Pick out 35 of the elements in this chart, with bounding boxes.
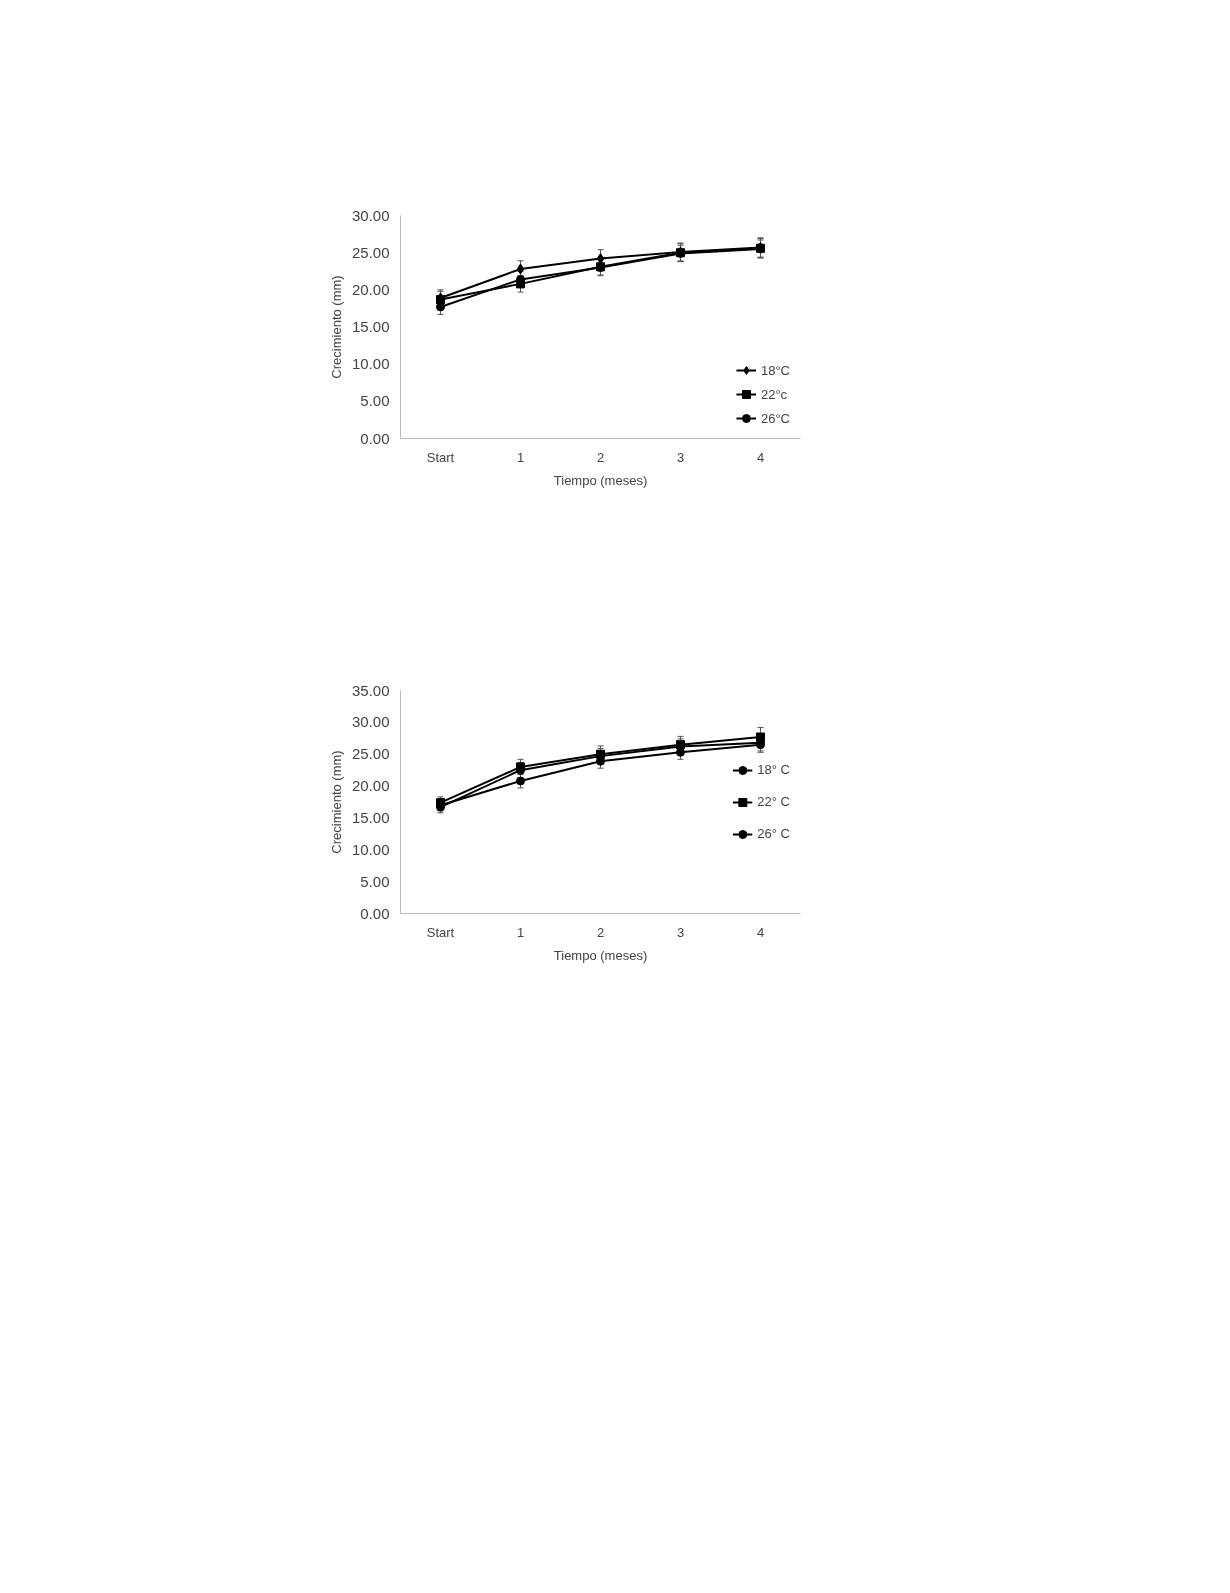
legend-label: 18° C bbox=[757, 762, 790, 777]
y-tick-label: 5.00 bbox=[360, 392, 390, 410]
y-tick-label: 10.00 bbox=[351, 840, 390, 858]
x-tick-label: Start bbox=[426, 924, 455, 940]
legend-label: 26° C bbox=[757, 826, 790, 841]
y-axis-title: Crecimiento (mm) bbox=[328, 275, 344, 379]
y-tick-label: 20.00 bbox=[351, 777, 390, 795]
legend-label: 18°C bbox=[760, 362, 790, 378]
x-axis-title: Tiempo (meses) bbox=[553, 472, 648, 488]
y-tick-label: 0.00 bbox=[360, 904, 390, 922]
x-tick-label: 3 bbox=[676, 924, 685, 940]
y-tick-label: 15.00 bbox=[351, 318, 390, 335]
y-tick-label: 30.00 bbox=[351, 713, 390, 731]
y-tick-label: 35.00 bbox=[351, 681, 390, 699]
y-tick-label: 25.00 bbox=[351, 745, 390, 763]
x-tick-label: 2 bbox=[596, 924, 605, 940]
y-tick-label: 25.00 bbox=[351, 243, 390, 261]
legend-label: 22°c bbox=[760, 386, 788, 402]
x-axis-title: Tiempo (meses) bbox=[553, 947, 648, 963]
y-tick-label: 15.00 bbox=[351, 808, 390, 826]
x-tick-label: 1 bbox=[516, 449, 525, 465]
y-tick-label: 0.00 bbox=[360, 429, 390, 447]
y-axis-title: Crecimiento (mm) bbox=[328, 750, 344, 854]
y-tick-label: 10.00 bbox=[351, 355, 390, 373]
y-tick-label: 30.00 bbox=[351, 206, 390, 224]
legend-label: 22° C bbox=[757, 794, 790, 809]
y-tick-label: 5.00 bbox=[360, 872, 390, 890]
legend-label: 26°C bbox=[760, 410, 790, 426]
x-tick-label: 2 bbox=[596, 449, 605, 465]
x-tick-label: 1 bbox=[516, 924, 525, 940]
x-tick-label: 4 bbox=[756, 924, 765, 940]
x-tick-label: Start bbox=[426, 449, 455, 465]
y-tick-label: 20.00 bbox=[351, 280, 390, 298]
x-tick-label: 3 bbox=[676, 449, 685, 465]
x-tick-label: 4 bbox=[756, 449, 765, 465]
